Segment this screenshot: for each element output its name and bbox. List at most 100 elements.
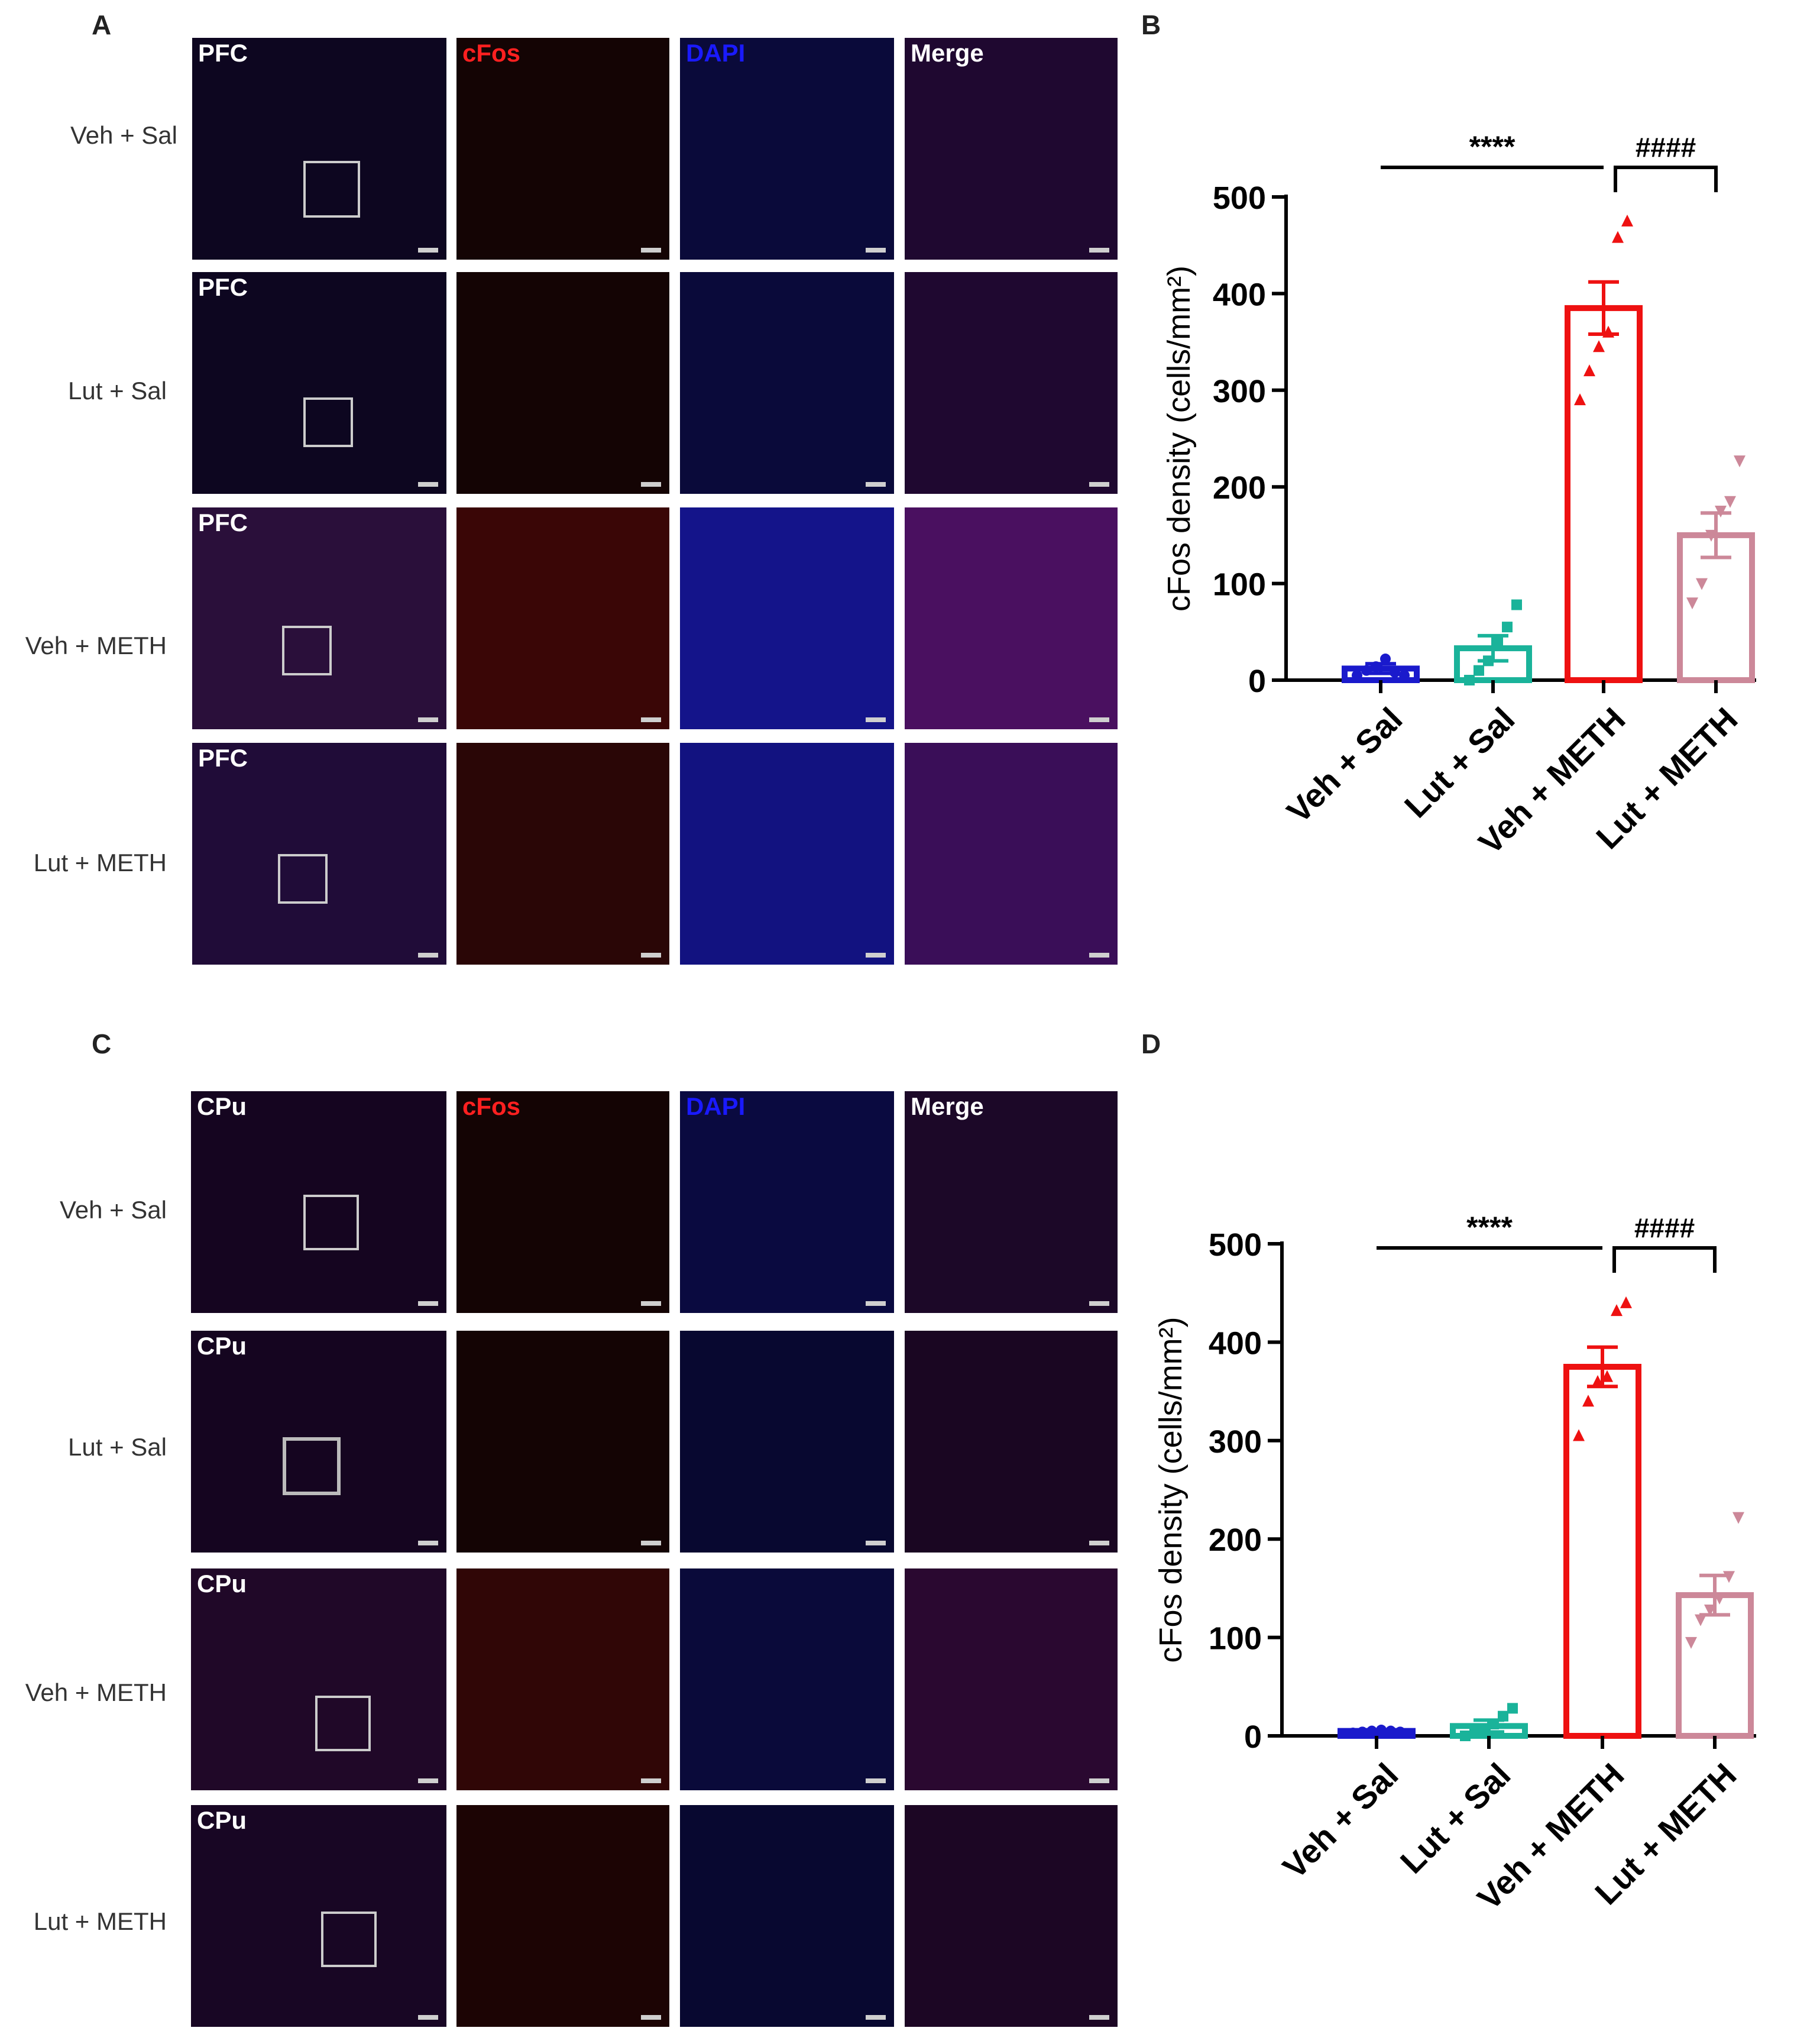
region-tag: CPu [197, 1092, 247, 1120]
bar [1563, 1364, 1641, 1739]
bar [1338, 1728, 1416, 1739]
data-point [1502, 622, 1513, 633]
roi-box [315, 1696, 371, 1751]
scale-bar [1089, 2015, 1109, 2020]
significance-bracket [1612, 1246, 1717, 1273]
data-point [1361, 665, 1372, 676]
data-point [1685, 1637, 1697, 1649]
merge-image-pfc-veh-sal: Merge [905, 38, 1118, 260]
row-label-veh-meth: Veh + METH [25, 632, 167, 659]
data-point [1704, 1605, 1716, 1617]
data-point [1714, 1593, 1725, 1605]
row-label-lut-sal: Lut + Sal [68, 377, 167, 405]
region-tag: CPu [197, 1806, 247, 1834]
scale-bar [418, 1778, 438, 1783]
scale-bar [418, 482, 438, 487]
scale-bar [641, 717, 661, 722]
data-point [1601, 1370, 1613, 1382]
panel-label-c: C [92, 1029, 112, 1059]
scale-bar [866, 717, 886, 722]
channel-tag-merge: Merge [911, 1092, 984, 1120]
roi-box [282, 626, 332, 675]
data-point [1695, 1614, 1706, 1626]
cfos-image-pfc-veh-meth [456, 507, 669, 729]
y-tick-label: 0 [1248, 664, 1266, 699]
roi-box [303, 397, 353, 447]
scale-bar [641, 1778, 661, 1783]
overview-image-pfc-veh-meth: PFC [192, 507, 446, 729]
data-point [1715, 506, 1727, 518]
cfos-image-cpu-veh-sal: cFos [456, 1091, 669, 1313]
y-tick-label: 200 [1209, 1522, 1262, 1558]
scale-bar [1089, 1301, 1109, 1306]
y-tick-label: 500 [1213, 180, 1266, 216]
scale-bar [418, 953, 438, 958]
overview-image-pfc-lut-meth: PFC [192, 743, 446, 965]
bar [1454, 645, 1532, 684]
scale-bar [418, 248, 438, 253]
scale-bar [1089, 482, 1109, 487]
data-point [1366, 1725, 1377, 1736]
scale-bar [641, 248, 661, 253]
data-point [1464, 675, 1475, 685]
data-point [1574, 393, 1586, 406]
data-point [1488, 1719, 1499, 1730]
scale-bar [866, 1301, 886, 1306]
merge-image-pfc-veh-meth [905, 507, 1118, 729]
scale-bar [641, 482, 661, 487]
dapi-image-cpu-veh-meth [680, 1568, 894, 1790]
panel-label-b: B [1141, 9, 1161, 40]
dapi-image-pfc-veh-meth [680, 507, 894, 729]
x-tick-label: Lut + METH [1588, 1756, 1743, 1912]
bar [1676, 1592, 1754, 1739]
y-tick-label: 400 [1213, 277, 1266, 312]
significance-label: #### [1634, 1212, 1695, 1243]
cfos-image-cpu-lut-sal [456, 1331, 669, 1553]
data-point [1492, 636, 1503, 647]
overview-image-cpu-lut-sal: CPu [191, 1331, 446, 1553]
data-point [1390, 667, 1400, 678]
scale-bar [641, 953, 661, 958]
dapi-image-cpu-veh-sal: DAPI [680, 1091, 894, 1313]
roi-box [303, 1195, 359, 1250]
panel-label-a: A [92, 9, 112, 40]
region-tag: PFC [198, 509, 248, 536]
region-tag: PFC [198, 39, 248, 67]
overview-image-cpu-veh-meth: CPu [191, 1568, 446, 1790]
y-tick-label: 0 [1244, 1719, 1262, 1755]
data-point [1376, 1725, 1387, 1736]
data-point [1399, 670, 1410, 681]
x-tick-label: Lut + Sal [1393, 1756, 1518, 1881]
scale-bar [418, 2015, 438, 2020]
scale-bar [418, 1301, 438, 1306]
dapi-image-cpu-lut-sal [680, 1331, 894, 1553]
scale-bar [866, 953, 886, 958]
data-point [1621, 214, 1633, 227]
data-point [1602, 325, 1614, 338]
merge-image-cpu-veh-sal: Merge [905, 1091, 1118, 1313]
scale-bar [418, 1541, 438, 1545]
data-point [1479, 1725, 1489, 1736]
scale-bar [1089, 1541, 1109, 1545]
data-point [1573, 1429, 1585, 1441]
scale-bar [1089, 1778, 1109, 1783]
region-tag: CPu [197, 1332, 247, 1360]
data-point [1357, 1726, 1368, 1738]
data-point [1498, 1710, 1508, 1722]
dapi-image-cpu-lut-meth [680, 1805, 894, 2027]
y-tick-label: 500 [1209, 1227, 1262, 1263]
data-point [1474, 665, 1484, 676]
dapi-image-pfc-veh-sal: DAPI [680, 38, 894, 260]
significance-label: **** [1466, 1211, 1513, 1244]
data-point [1348, 1728, 1358, 1739]
x-tick-label: Veh + Sal [1280, 700, 1410, 830]
merge-image-pfc-lut-meth [905, 743, 1118, 965]
channel-tag-cfos: cFos [462, 1092, 521, 1120]
data-point [1734, 455, 1746, 468]
row-label-veh-sal: Veh + Sal [70, 121, 177, 149]
data-point [1395, 1726, 1406, 1738]
overview-image-pfc-lut-sal: PFC [192, 272, 446, 494]
merge-image-pfc-lut-sal [905, 272, 1118, 494]
data-point [1352, 670, 1362, 681]
data-point [1582, 1395, 1594, 1407]
